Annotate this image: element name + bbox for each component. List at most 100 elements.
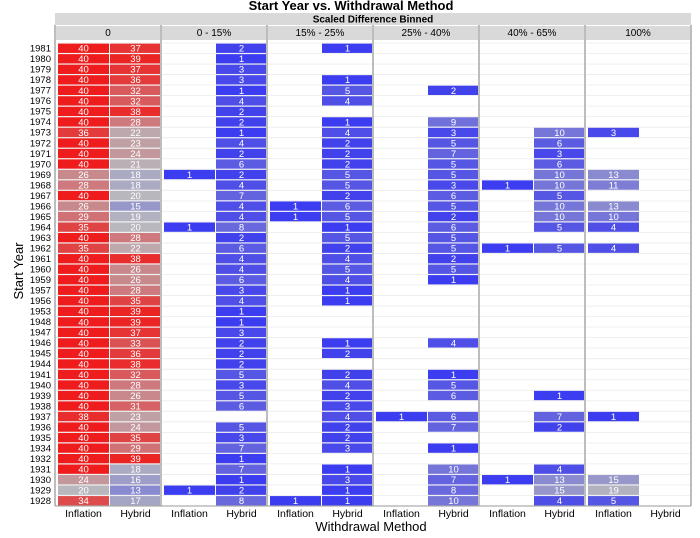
heat-cell bbox=[216, 85, 267, 96]
cell-value: 38 bbox=[130, 254, 141, 265]
cell-value: 10 bbox=[554, 180, 565, 191]
cell-value: 4 bbox=[239, 138, 244, 149]
heat-cell bbox=[216, 106, 267, 117]
cell-value: 4 bbox=[345, 412, 350, 423]
heat-cell bbox=[322, 411, 373, 422]
cell-value: 6 bbox=[557, 138, 562, 149]
heat-cell bbox=[534, 390, 585, 401]
cell-value: 4 bbox=[239, 296, 244, 307]
cell-value: 5 bbox=[451, 265, 456, 276]
heat-cell bbox=[58, 148, 109, 159]
heat-cell bbox=[322, 75, 373, 85]
heat-cell bbox=[58, 285, 109, 295]
cell-value: 6 bbox=[239, 401, 244, 412]
heat-cell bbox=[216, 54, 267, 64]
cell-value: 10 bbox=[448, 465, 459, 476]
cell-value: 4 bbox=[557, 496, 562, 507]
x-tick-label: Inflation bbox=[489, 508, 526, 520]
y-tick-label: 1929 bbox=[30, 486, 51, 497]
heat-cell bbox=[110, 180, 161, 190]
cell-value: 1 bbox=[451, 275, 456, 286]
cell-value: 1 bbox=[239, 475, 244, 486]
cell-value: 37 bbox=[130, 328, 141, 339]
heat-cell bbox=[482, 475, 533, 485]
x-tick-label: Hybrid bbox=[120, 508, 151, 520]
cell-value: 2 bbox=[345, 433, 350, 444]
cell-value: 8 bbox=[451, 486, 456, 497]
cell-value: 7 bbox=[239, 465, 244, 476]
cell-value: 1 bbox=[611, 412, 616, 423]
cell-value: 8 bbox=[239, 496, 244, 507]
heat-cell bbox=[216, 222, 267, 232]
cell-value: 2 bbox=[345, 159, 350, 170]
heat-cell bbox=[58, 401, 109, 411]
cell-value: 1 bbox=[505, 475, 510, 486]
bin-label: 40% - 65% bbox=[508, 28, 557, 39]
cell-value: 1 bbox=[345, 496, 350, 507]
cell-value: 15 bbox=[608, 475, 619, 486]
cell-value: 1 bbox=[451, 444, 456, 455]
heat-cell bbox=[216, 443, 267, 453]
cell-value: 5 bbox=[345, 170, 350, 181]
heat-cell bbox=[110, 148, 161, 159]
cell-value: 2 bbox=[345, 138, 350, 149]
cell-value: 21 bbox=[130, 159, 141, 170]
cell-value: 13 bbox=[608, 202, 619, 213]
heat-cell bbox=[216, 285, 267, 295]
cell-value: 2 bbox=[345, 244, 350, 255]
heat-cell bbox=[588, 169, 639, 180]
cell-value: 3 bbox=[239, 75, 244, 86]
cell-value: 31 bbox=[130, 401, 141, 412]
cell-value: 1 bbox=[239, 454, 244, 465]
heat-cell bbox=[588, 475, 639, 485]
cell-value: 38 bbox=[130, 359, 141, 370]
cell-value: 28 bbox=[130, 286, 141, 297]
cell-value: 4 bbox=[239, 180, 244, 191]
cell-value: 3 bbox=[239, 380, 244, 391]
bin-label: 25% - 40% bbox=[402, 28, 451, 39]
y-tick-label: 1978 bbox=[30, 75, 51, 86]
cell-value: 39 bbox=[130, 307, 141, 318]
heat-cell bbox=[428, 117, 479, 127]
cell-value: 1 bbox=[345, 486, 350, 497]
y-tick-label: 1962 bbox=[30, 243, 51, 254]
bin-header-0 bbox=[56, 26, 160, 40]
heat-cell bbox=[322, 159, 373, 169]
heat-cell bbox=[428, 411, 479, 422]
heat-cell bbox=[216, 296, 267, 306]
cell-value: 1 bbox=[505, 180, 510, 191]
bin-label: 0 bbox=[105, 28, 111, 39]
y-tick-label: 1969 bbox=[30, 170, 51, 181]
cell-value: 1 bbox=[557, 391, 562, 402]
cell-value: 40 bbox=[78, 349, 89, 360]
cell-value: 1 bbox=[293, 202, 298, 213]
x-tick-label: Hybrid bbox=[332, 508, 363, 520]
cell-value: 3 bbox=[239, 433, 244, 444]
x-tick-label: Inflation bbox=[277, 508, 314, 520]
cell-value: 29 bbox=[78, 212, 89, 223]
cell-value: 10 bbox=[448, 496, 459, 507]
cell-value: 39 bbox=[130, 454, 141, 465]
cell-value: 37 bbox=[130, 65, 141, 76]
heat-cell bbox=[428, 464, 479, 474]
cell-value: 22 bbox=[130, 244, 141, 255]
heat-cell bbox=[58, 264, 109, 274]
heat-cell bbox=[322, 96, 373, 106]
heat-cell bbox=[58, 475, 109, 485]
cell-value: 17 bbox=[130, 496, 141, 507]
y-tick-label: 1931 bbox=[30, 464, 51, 475]
heat-cell bbox=[216, 64, 267, 74]
cell-value: 5 bbox=[451, 159, 456, 170]
heat-cell bbox=[428, 233, 479, 243]
cell-value: 40 bbox=[78, 286, 89, 297]
heat-cell bbox=[58, 390, 109, 401]
heat-cell bbox=[58, 75, 109, 85]
cell-value: 3 bbox=[345, 475, 350, 486]
heat-cell bbox=[322, 243, 373, 253]
heat-cell bbox=[534, 211, 585, 222]
cell-value: 1 bbox=[293, 212, 298, 223]
header-group-label: Scaled Difference Binned bbox=[313, 15, 434, 26]
cell-value: 40 bbox=[78, 254, 89, 265]
bin-label: 0 - 15% bbox=[197, 28, 232, 39]
heat-cell bbox=[428, 254, 479, 264]
